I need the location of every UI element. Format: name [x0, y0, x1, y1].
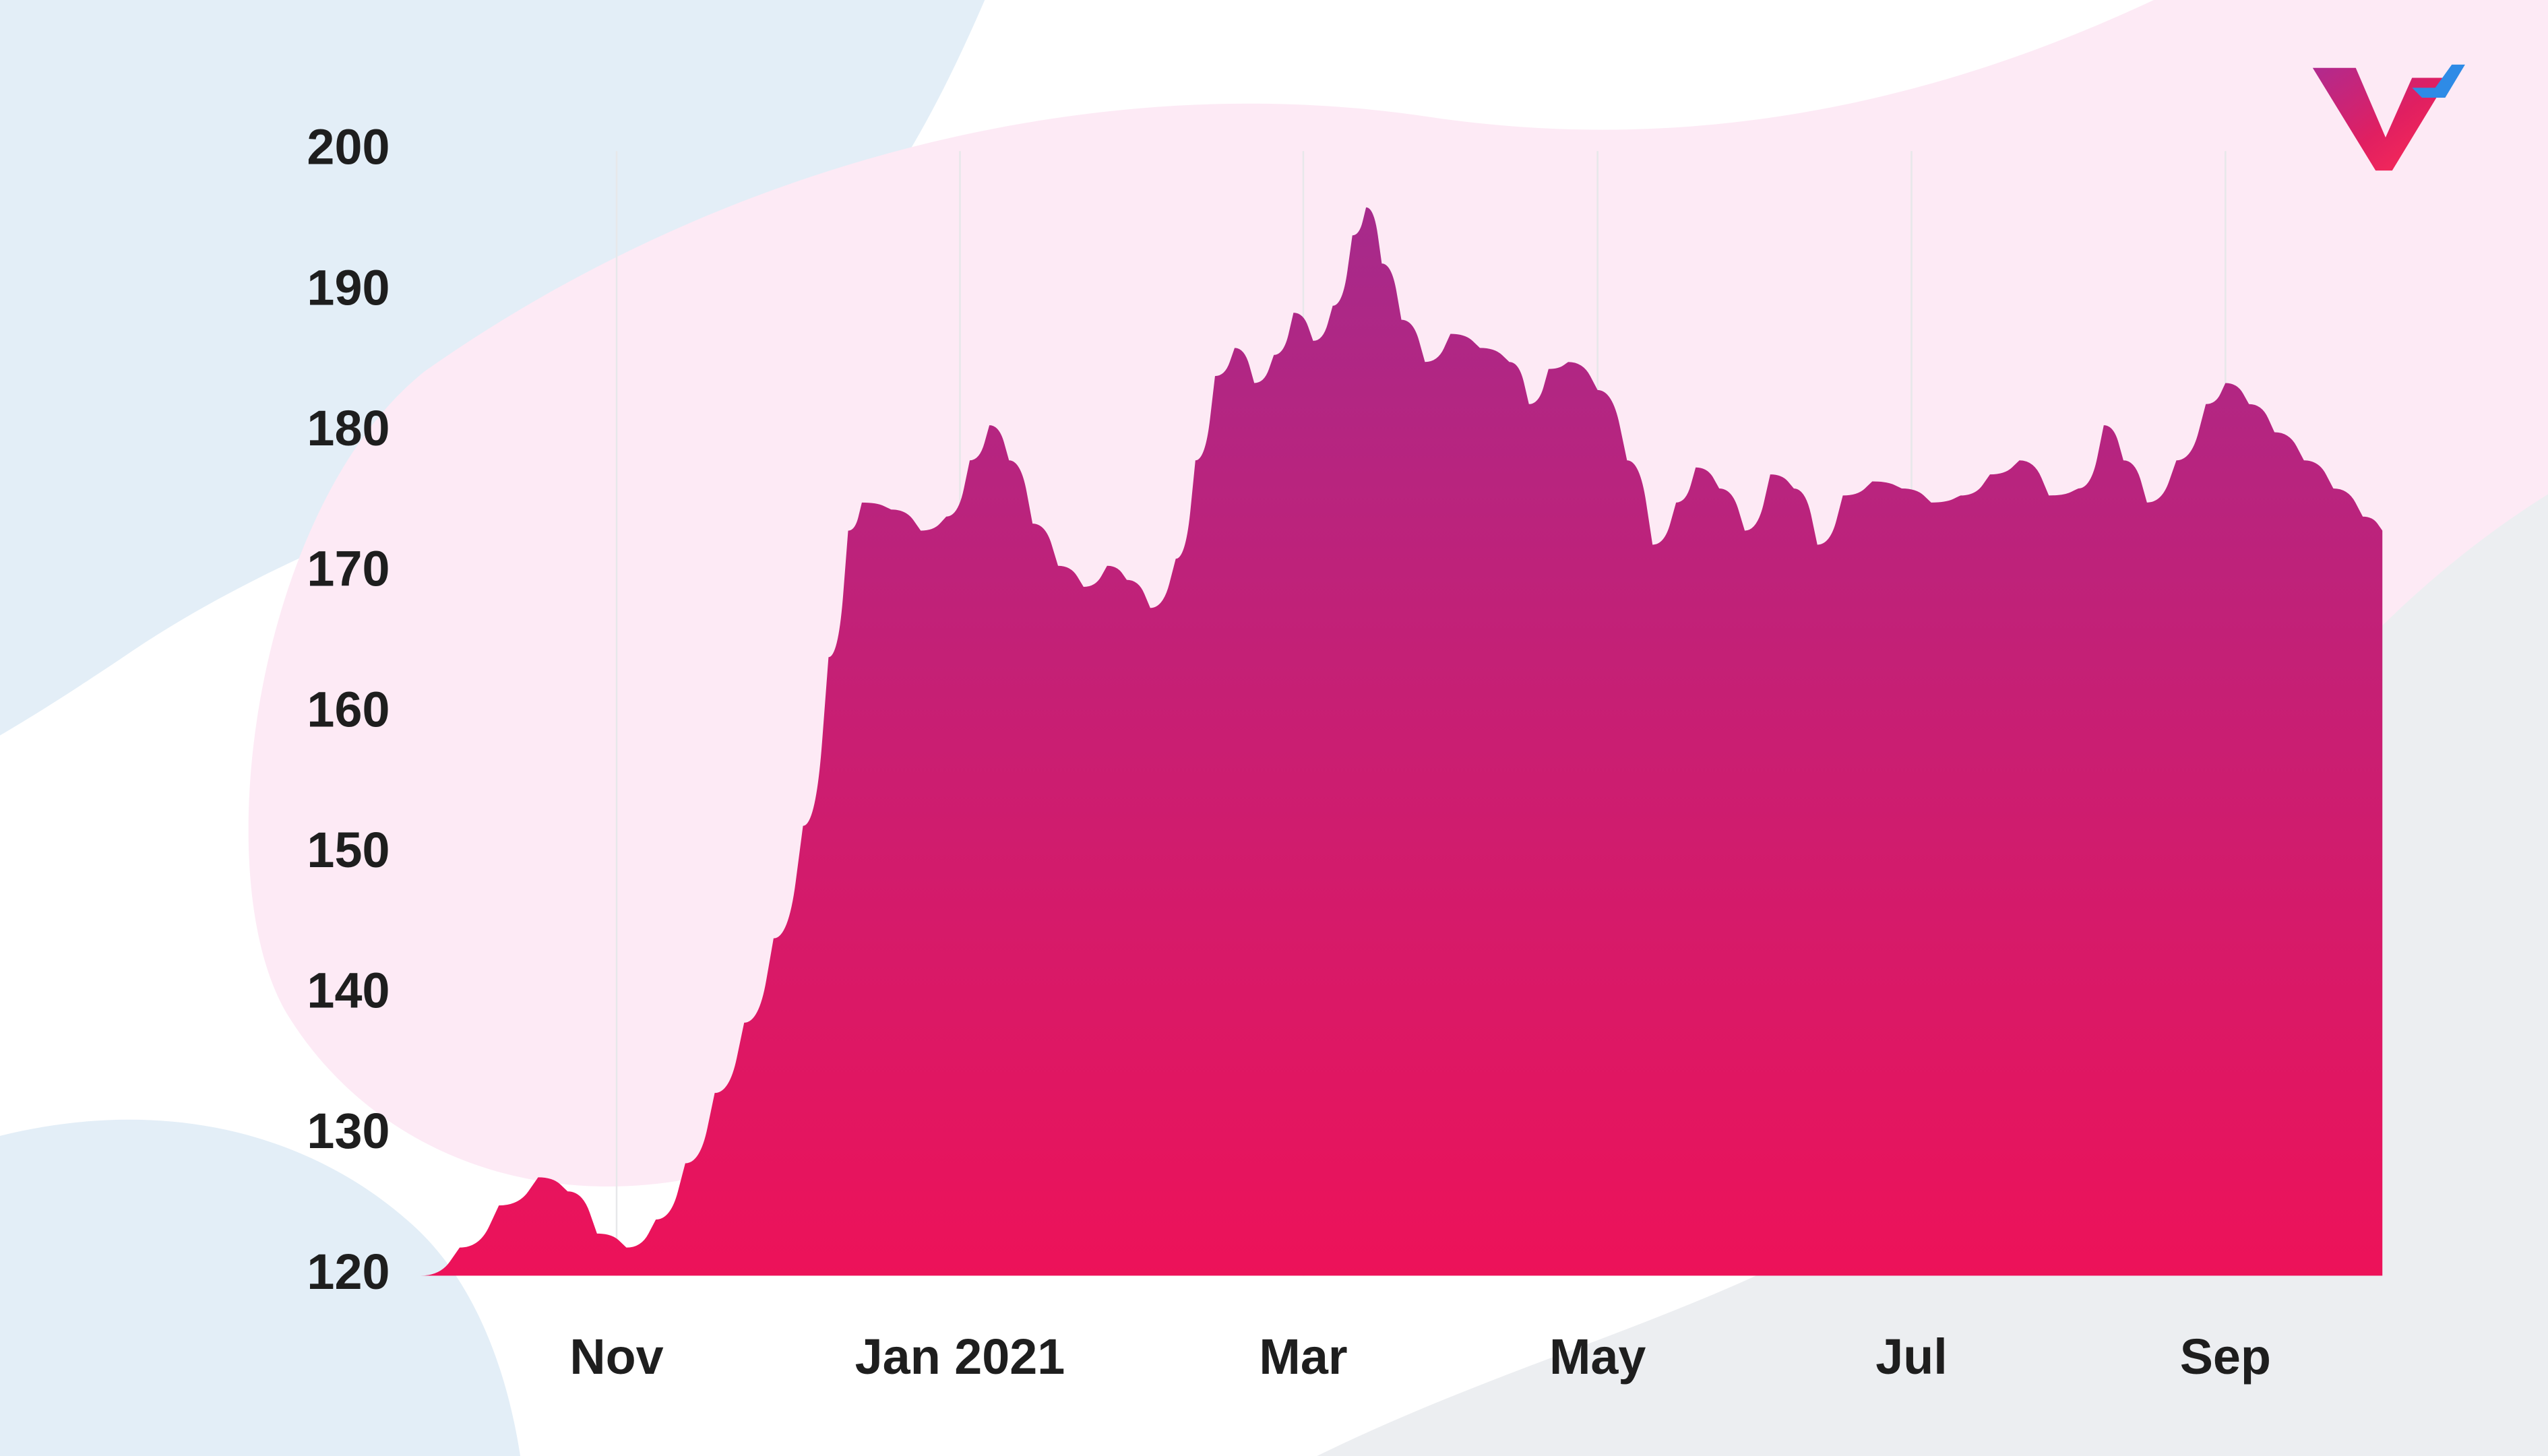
y-axis-tick-label: 190	[307, 259, 390, 315]
y-axis-tick-label: 150	[307, 822, 390, 878]
brand-logo	[2306, 58, 2472, 177]
y-axis-tick-label: 140	[307, 963, 390, 1019]
v-logo-icon	[2306, 58, 2472, 174]
area-chart: 120 130 140 150 160 170 180 190 200 Nov Jan 2021 M…	[0, 0, 2548, 1456]
y-axis-tick-label: 170	[307, 541, 390, 597]
x-axis-tick-label: Nov	[569, 1329, 663, 1385]
y-axis-tick-label: 130	[307, 1103, 390, 1159]
stage: 120 130 140 150 160 170 180 190 200 Nov Jan 2021 M…	[0, 0, 2548, 1456]
y-axis-tick-label: 180	[307, 400, 390, 456]
y-axis-tick-label: 120	[307, 1244, 390, 1300]
x-axis-tick-label: May	[1549, 1329, 1646, 1385]
chart-container: 120 130 140 150 160 170 180 190 200 Nov Jan 2021 M…	[0, 0, 2548, 1456]
chart-area-fill	[421, 208, 2382, 1276]
x-axis-tick-label: Jul	[1875, 1329, 1948, 1385]
x-axis-tick-label: Jan 2021	[855, 1329, 1065, 1385]
y-axis-tick-label: 160	[307, 681, 390, 737]
x-axis-tick-label: Sep	[2180, 1329, 2271, 1385]
x-axis-tick-label: Mar	[1259, 1329, 1347, 1385]
y-axis-tick-label: 200	[307, 119, 390, 175]
